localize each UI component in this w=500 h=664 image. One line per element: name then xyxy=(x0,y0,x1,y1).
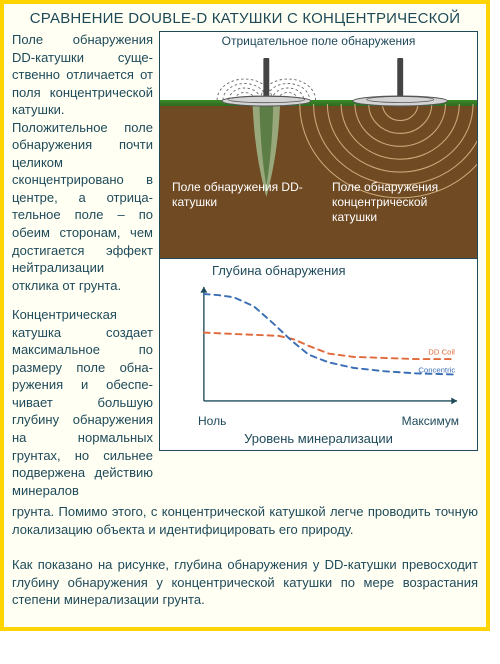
paragraph-3: грунта. Помимо этого, с концентрической … xyxy=(4,503,486,546)
paragraph-4: Как показано на рисунке, глубина обнаруж… xyxy=(4,556,486,617)
page-frame: СРАВНЕНИЕ DOUBLE-D КАТУШКИ С КОНЦЕНТРИЧЕ… xyxy=(0,0,490,631)
dd-field-label: Поле обнаружения DD-катушки xyxy=(172,180,312,210)
page-title: СРАВНЕНИЕ DOUBLE-D КАТУШКИ С КОНЦЕНТРИЧЕ… xyxy=(4,4,486,31)
paragraph-1: Поле обнаружения DD-катушки суще­ственно… xyxy=(12,31,153,294)
conc-field-label: Поле обнаружения концентрической катушки xyxy=(332,180,472,225)
chart-svg: DD Coil Concentric xyxy=(200,283,461,405)
depth-chart: Глубина обнаружения DD Coil Concentric Но… xyxy=(159,259,478,451)
x-axis-min-label: Ноль xyxy=(198,414,226,428)
content-columns: Поле обнаружения DD-катушки суще­ственно… xyxy=(4,31,486,503)
chart-y-title: Глубина обнаружения xyxy=(212,263,346,278)
svg-text:Concentric: Concentric xyxy=(418,365,455,374)
right-column: Отрицательное поле обнаружения Поле обна… xyxy=(159,31,478,499)
x-axis-title: Уровень минерализации xyxy=(160,431,477,446)
field-diagram: Отрицательное поле обнаружения Поле обна… xyxy=(159,31,478,259)
paragraph-2: Концентрическая катушка создает максимал… xyxy=(12,306,153,499)
svg-text:DD Coil: DD Coil xyxy=(428,348,455,357)
left-column: Поле обнаружения DD-катушки суще­ственно… xyxy=(12,31,159,499)
x-axis-max-label: Максимум xyxy=(402,414,459,428)
